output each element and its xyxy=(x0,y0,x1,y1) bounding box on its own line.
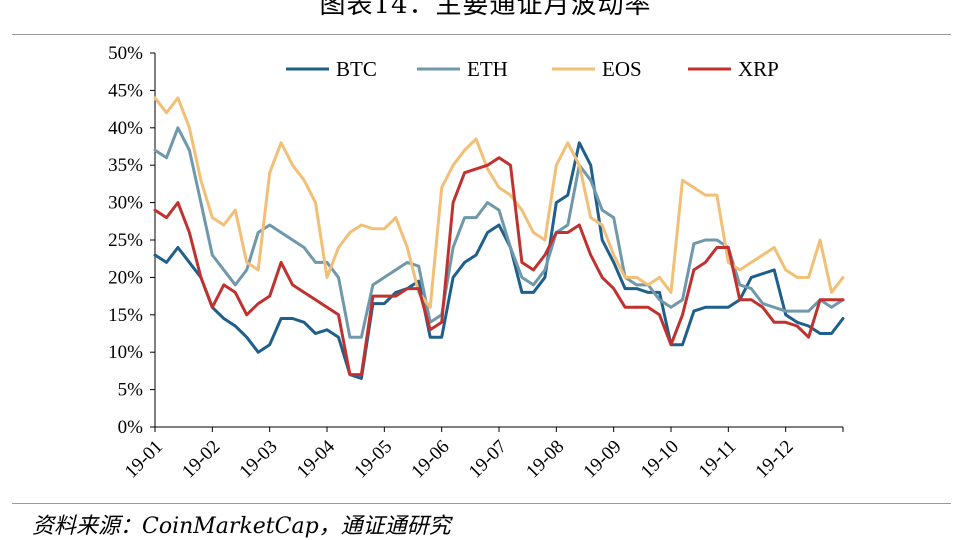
x-tick-label: 19-05 xyxy=(350,436,396,482)
legend-label-btc: BTC xyxy=(336,57,377,81)
legend-label-eth: ETH xyxy=(467,57,508,81)
page-title: 图表14：主要通证月波动率 xyxy=(319,0,652,20)
series-line-xrp xyxy=(153,156,845,377)
y-tick-label: 35% xyxy=(108,155,143,176)
y-tick-label: 50% xyxy=(108,43,143,64)
series-line-btc xyxy=(153,141,845,380)
top-divider xyxy=(12,34,951,35)
x-tick-label: 19-09 xyxy=(579,436,625,482)
x-tick-label: 19-10 xyxy=(637,436,683,482)
x-tick-label: 19-12 xyxy=(751,436,797,482)
x-tick-label: 19-06 xyxy=(407,436,453,482)
y-tick-label: 0% xyxy=(118,417,144,438)
x-tick-label: 19-01 xyxy=(121,436,167,482)
legend-label-eos: EOS xyxy=(602,57,642,81)
y-tick-label: 30% xyxy=(108,193,143,214)
legend-label-xrp: XRP xyxy=(738,57,779,81)
chart-series xyxy=(153,96,845,380)
bottom-divider xyxy=(12,503,951,504)
x-tick-label: 19-04 xyxy=(293,436,340,483)
y-tick-label: 45% xyxy=(108,80,143,101)
x-tick-label: 19-11 xyxy=(695,436,741,482)
volatility-chart: 0%5%10%15%20%25%30%35%40%45%50%19-01 19-0… xyxy=(108,43,845,483)
y-tick-label: 20% xyxy=(108,267,143,288)
y-tick-label: 10% xyxy=(108,342,143,363)
chart-legend: BTC ETH EOS XRP xyxy=(286,57,779,81)
x-tick-label: 19-03 xyxy=(235,436,281,482)
y-tick-label: 15% xyxy=(108,305,143,326)
series-line-eos xyxy=(153,96,845,309)
source-note: 资料来源：CoinMarketCap，通证通研究 xyxy=(32,514,451,539)
y-tick-label: 40% xyxy=(108,118,143,139)
x-tick-label: 19-08 xyxy=(522,436,568,482)
y-tick-label: 25% xyxy=(108,230,143,251)
x-tick-label: 19-02 xyxy=(178,436,224,482)
y-tick-label: 5% xyxy=(118,380,144,401)
x-tick-label: 19-07 xyxy=(465,436,511,482)
